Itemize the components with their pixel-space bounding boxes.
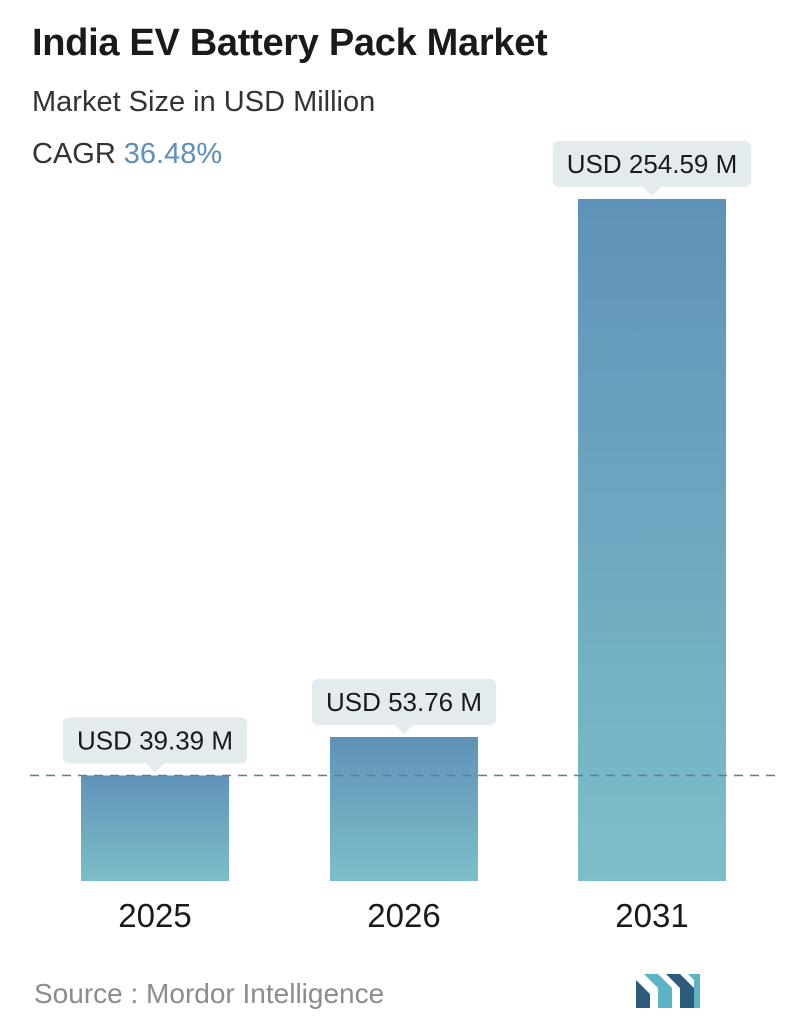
value-label-pointer — [395, 724, 413, 734]
x-tick-label-2026: 2026 — [367, 897, 440, 934]
cagr-label: CAGR — [32, 138, 116, 170]
value-label-text: USD 39.39 M — [77, 725, 233, 755]
bar-2031 — [578, 199, 726, 881]
value-label-text: USD 53.76 M — [326, 687, 482, 717]
value-label-text: USD 254.59 M — [567, 149, 738, 179]
value-label-2025: USD 39.39 M — [62, 717, 248, 773]
bar-2026 — [330, 736, 478, 881]
value-label-bubble — [552, 141, 752, 187]
value-label-2031: USD 254.59 M — [552, 141, 752, 196]
bar-2025 — [81, 775, 229, 881]
chart-subtitle: Market Size in USD Million — [32, 86, 376, 118]
chart-title: India EV Battery Pack Market — [32, 22, 548, 64]
mordor-intelligence-logo-icon — [636, 974, 700, 1008]
x-tick-label-2025: 2025 — [118, 897, 191, 934]
x-tick-label-2031: 2031 — [615, 897, 688, 934]
value-label-bubble — [311, 678, 497, 725]
value-label-bubble — [62, 717, 248, 764]
value-label-2026: USD 53.76 M — [311, 678, 497, 734]
value-label-pointer — [643, 187, 661, 196]
cagr-value: 36.48% — [123, 138, 223, 170]
source-note: Source : Mordor Intelligence — [34, 978, 385, 1009]
value-label-pointer — [146, 763, 164, 773]
cagr-row: CAGR 36.48% — [32, 138, 222, 171]
